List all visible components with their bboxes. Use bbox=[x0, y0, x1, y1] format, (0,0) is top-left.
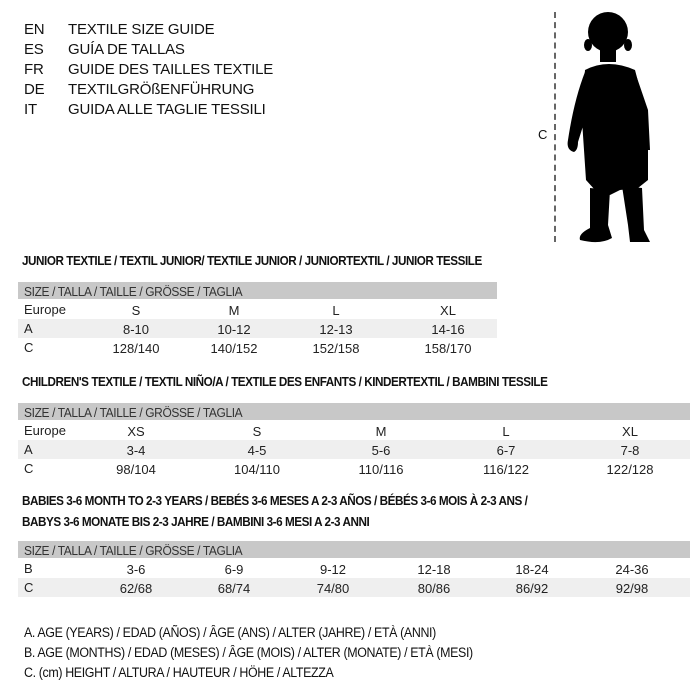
children-heading: CHILDREN'S TEXTILE / TEXTIL NIÑO/A / TEX… bbox=[22, 374, 548, 389]
table-cell: 110/116 bbox=[358, 462, 404, 477]
table-cell: XS bbox=[127, 424, 145, 439]
height-label: C bbox=[538, 127, 548, 142]
table-cell: S bbox=[252, 424, 262, 439]
table-cell: 80/86 bbox=[417, 581, 451, 596]
lang-code: FR bbox=[24, 61, 44, 78]
table-row: Europe XS S M L XL bbox=[18, 421, 690, 440]
table-cell: 9-12 bbox=[319, 562, 347, 577]
table-cell: XL bbox=[622, 424, 638, 439]
table-cell: XL bbox=[440, 303, 456, 318]
size-header-bar: SIZE / TALLA / TAILLE / GRÖSSE / TAGLIA bbox=[18, 282, 497, 299]
lang-code: DE bbox=[24, 81, 45, 98]
table-row: C 128/140 140/152 152/158 158/170 bbox=[18, 338, 497, 357]
table-row: Europe S M L XL bbox=[18, 300, 497, 319]
lang-title: TEXTILGRÖßENFÜHRUNG bbox=[68, 81, 255, 98]
table-row: C 62/68 68/74 74/80 80/86 86/92 92/98 bbox=[18, 578, 690, 597]
size-header-label: SIZE / TALLA / TAILLE / GRÖSSE / TAGLIA bbox=[24, 543, 243, 558]
table-cell: 7-8 bbox=[620, 443, 640, 458]
row-label: C bbox=[24, 340, 34, 355]
table-row: A 8-10 10-12 12-13 14-16 bbox=[18, 319, 497, 338]
table-cell: 10-12 bbox=[217, 322, 251, 337]
table-cell: 128/140 bbox=[112, 341, 160, 356]
table-row: C 98/104 104/110 110/116 116/122 122/128 bbox=[18, 459, 690, 478]
table-cell: 3-4 bbox=[126, 443, 146, 458]
table-cell: 98/104 bbox=[116, 462, 156, 477]
table-cell: 74/80 bbox=[316, 581, 350, 596]
babies-heading-line-1: BABIES 3-6 MONTH TO 2-3 YEARS / BEBÉS 3-… bbox=[22, 493, 528, 508]
size-header-bar: SIZE / TALLA / TAILLE / GRÖSSE / TAGLIA bbox=[18, 403, 690, 420]
row-label: A bbox=[24, 442, 33, 457]
legend-a: A. AGE (YEARS) / EDAD (AÑOS) / ÂGE (ANS)… bbox=[24, 625, 436, 640]
table-cell: 14-16 bbox=[431, 322, 465, 337]
junior-heading: JUNIOR TEXTILE / TEXTIL JUNIOR/ TEXTILE … bbox=[22, 253, 482, 268]
lang-title: GUIDA ALLE TAGLIE TESSILI bbox=[68, 101, 266, 118]
legend-c: C. (cm) HEIGHT / ALTURA / HAUTEUR / HÖHE… bbox=[24, 665, 334, 680]
table-row: B 3-6 6-9 9-12 12-18 18-24 24-36 bbox=[18, 559, 690, 578]
lang-title: TEXTILE SIZE GUIDE bbox=[68, 21, 215, 38]
table-cell: 92/98 bbox=[615, 581, 649, 596]
height-measure-line bbox=[554, 12, 556, 242]
lang-title: GUIDE DES TAILLES TEXTILE bbox=[68, 61, 274, 78]
lang-code: EN bbox=[24, 21, 45, 38]
child-silhouette-icon bbox=[567, 12, 650, 243]
table-cell: S bbox=[131, 303, 141, 318]
table-cell: 140/152 bbox=[210, 341, 258, 356]
table-cell: 86/92 bbox=[515, 581, 549, 596]
row-label: Europe bbox=[24, 423, 66, 438]
table-cell: L bbox=[332, 303, 340, 318]
table-cell: 8-10 bbox=[122, 322, 150, 337]
row-label: C bbox=[24, 461, 34, 476]
lang-title: GUÍA DE TALLAS bbox=[68, 41, 185, 58]
table-cell: 3-6 bbox=[126, 562, 146, 577]
row-label: Europe bbox=[24, 302, 66, 317]
table-cell: 104/110 bbox=[233, 462, 281, 477]
table-cell: M bbox=[228, 303, 240, 318]
row-label: A bbox=[24, 321, 33, 336]
table-cell: 4-5 bbox=[247, 443, 267, 458]
table-cell: 116/122 bbox=[482, 462, 530, 477]
table-cell: 122/128 bbox=[606, 462, 654, 477]
table-cell: L bbox=[502, 424, 510, 439]
table-cell: 152/158 bbox=[312, 341, 360, 356]
table-cell: 6-7 bbox=[496, 443, 516, 458]
size-header-bar: SIZE / TALLA / TAILLE / GRÖSSE / TAGLIA bbox=[18, 541, 690, 558]
table-cell: 5-6 bbox=[371, 443, 391, 458]
size-header-label: SIZE / TALLA / TAILLE / GRÖSSE / TAGLIA bbox=[24, 284, 243, 299]
table-cell: 18-24 bbox=[515, 562, 549, 577]
table-cell: 62/68 bbox=[119, 581, 153, 596]
table-cell: 158/170 bbox=[424, 341, 472, 356]
size-header-label: SIZE / TALLA / TAILLE / GRÖSSE / TAGLIA bbox=[24, 405, 243, 420]
babies-heading-line-2: BABYS 3-6 MONATE BIS 2-3 JAHRE / BAMBINI… bbox=[22, 514, 370, 529]
table-cell: 24-36 bbox=[615, 562, 649, 577]
table-cell: 12-18 bbox=[417, 562, 451, 577]
legend-b: B. AGE (MONTHS) / EDAD (MESES) / ÂGE (MO… bbox=[24, 645, 473, 660]
table-cell: 68/74 bbox=[217, 581, 251, 596]
table-row: A 3-4 4-5 5-6 6-7 7-8 bbox=[18, 440, 690, 459]
row-label: C bbox=[24, 580, 34, 595]
lang-code: IT bbox=[24, 101, 37, 118]
table-cell: 12-13 bbox=[319, 322, 353, 337]
table-cell: M bbox=[375, 424, 387, 439]
table-cell: 6-9 bbox=[224, 562, 244, 577]
row-label: B bbox=[24, 561, 33, 576]
lang-code: ES bbox=[24, 41, 44, 58]
